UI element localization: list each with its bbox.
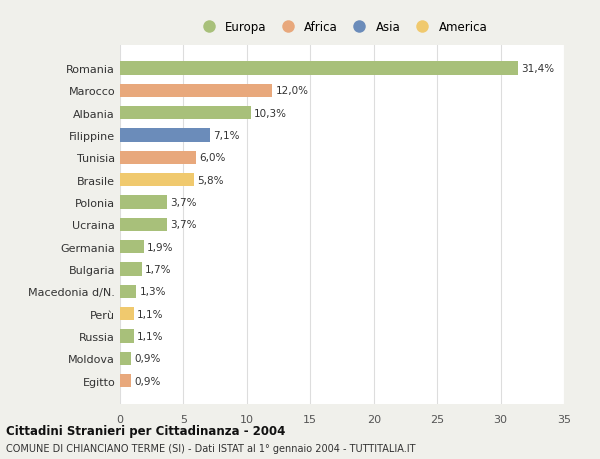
Bar	[120, 196, 167, 209]
Bar	[120, 174, 194, 187]
Text: 7,1%: 7,1%	[213, 131, 240, 141]
Text: 3,7%: 3,7%	[170, 220, 197, 230]
Text: 3,7%: 3,7%	[170, 198, 197, 207]
Bar	[120, 241, 144, 254]
Bar	[120, 308, 134, 321]
Text: 10,3%: 10,3%	[254, 108, 287, 118]
Bar	[120, 107, 251, 120]
Bar	[120, 285, 136, 298]
Text: 31,4%: 31,4%	[521, 64, 554, 74]
Text: 1,7%: 1,7%	[145, 264, 171, 274]
Bar	[120, 218, 167, 232]
Text: 1,1%: 1,1%	[137, 309, 164, 319]
Text: 1,1%: 1,1%	[137, 331, 164, 341]
Bar	[120, 263, 142, 276]
Text: 5,8%: 5,8%	[197, 175, 223, 185]
Text: 6,0%: 6,0%	[199, 153, 226, 163]
Text: 1,3%: 1,3%	[140, 287, 166, 297]
Text: 0,9%: 0,9%	[134, 376, 161, 386]
Bar	[120, 352, 131, 365]
Text: 0,9%: 0,9%	[134, 354, 161, 364]
Text: Cittadini Stranieri per Cittadinanza - 2004: Cittadini Stranieri per Cittadinanza - 2…	[6, 424, 286, 437]
Bar	[120, 374, 131, 388]
Bar	[120, 330, 134, 343]
Bar	[120, 151, 196, 165]
Legend: Europa, Africa, Asia, America: Europa, Africa, Asia, America	[192, 16, 492, 39]
Bar	[120, 129, 210, 142]
Text: COMUNE DI CHIANCIANO TERME (SI) - Dati ISTAT al 1° gennaio 2004 - TUTTITALIA.IT: COMUNE DI CHIANCIANO TERME (SI) - Dati I…	[6, 443, 415, 453]
Bar	[120, 84, 272, 98]
Text: 12,0%: 12,0%	[275, 86, 308, 96]
Text: 1,9%: 1,9%	[147, 242, 174, 252]
Bar	[120, 62, 518, 76]
